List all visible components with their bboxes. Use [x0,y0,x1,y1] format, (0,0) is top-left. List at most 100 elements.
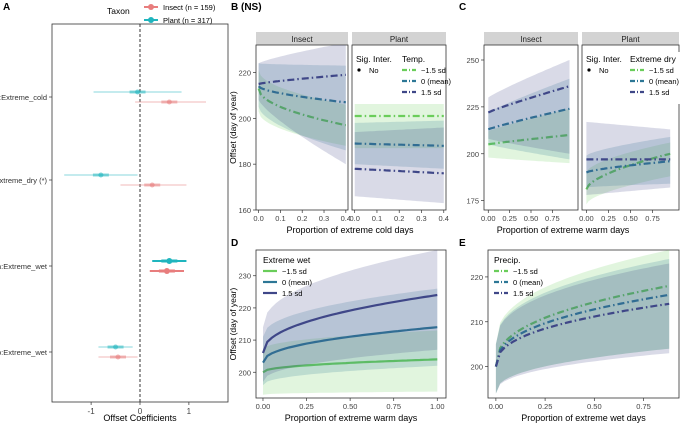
e-y-tick-label: 210 [470,318,483,327]
d-legend-label-1: 0 (mean) [282,278,313,287]
b-insect-x-tick-label: 0.2 [297,214,307,223]
c-plant-strip-label: Plant [621,35,640,44]
panel-label-c: C [459,2,466,13]
d-legend-label-0: −1.5 sd [282,267,307,276]
panel-d: D 0.00 0.25 0.50 0.75 1.00 200 210 220 230Offset … [228,238,447,423]
c-sig-title: Sig. Inter. [586,54,622,64]
panel-label-e: E [459,238,466,249]
c-insect-line-2 [487,85,570,114]
estimate-insect-3 [115,354,121,360]
e-x-tick-label: 0.25 [538,402,553,411]
d-y-tick-label: 230 [238,272,251,281]
b-plant-strip-label: Plant [390,35,409,44]
panel-c: C Insect 0.00 0.25 0.50 0.75 Plant 0.00 0.25 0.50… [459,2,681,235]
c-x-axis-title: Proportion of extreme warm days [497,225,630,235]
b-plant-x-tick-label: 0.1 [372,214,382,223]
b-plant-x-tick-label: 0.3 [416,214,426,223]
b-insect-line-2 [258,73,346,86]
estimate-insect-1 [149,182,155,188]
b-plant-ribbon-2 [354,127,444,204]
e-series [494,250,670,394]
e-ribbon-2 [495,263,670,394]
x-tick-label-a: -1 [88,407,96,416]
c-legend-bg [583,52,681,104]
b-insect-x-tick-label: 0.1 [275,214,285,223]
b-insect-line-1 [257,85,346,104]
b-legend-label-2: 1.5 sd [421,88,441,97]
c-insect-strip [484,32,578,45]
legend-title-taxon: Taxon [107,6,130,16]
c-insect-x-tick-label: 0.50 [524,214,539,223]
e-x-tick-label: 0.00 [489,402,504,411]
e-x-tick-label: 0.75 [636,402,651,411]
c-insect-x-tick-label: 0.00 [481,214,496,223]
b-plant-strip [352,32,446,45]
c-legend-label-2: 1.5 sd [649,88,669,97]
e-legend-title: Precip. [494,255,520,265]
b-plant-x-tick-label: 0.4 [439,214,449,223]
e-line-1 [494,293,670,367]
term-label-extreme-warm-extreme-wet: Extreme_warm:Extreme_wet [0,262,48,271]
b-legend-bg [353,52,445,104]
estimate-plant-1 [98,172,104,178]
panel-a: A -1 0 1 Offset Coefficients Taxon Insect (n =… [0,2,229,423]
c-sig-entry: No [599,66,609,75]
b-insect-strip-label: Insect [291,35,313,44]
estimate-insect-2 [163,268,170,274]
e-legend-label-1: 0 (mean) [513,278,544,287]
d-y-tick-label: 220 [238,304,251,313]
b-plant-x-tick-label: 0.0 [349,214,359,223]
c-legend-label-1: 0 (mean) [649,77,680,86]
b-insect-x-tick-label: 0.4 [341,214,351,223]
d-frame [255,249,447,399]
b-y-axis-title: Offset (day of year) [228,91,238,164]
c-insect-ribbon-1 [488,78,570,160]
panel-label-b: B (NS) [231,2,262,13]
b-legend-label-1: 0 (mean) [421,77,452,86]
d-series [261,250,438,395]
b-insect-ribbon-0 [258,70,346,146]
c-legend-label-0: −1.5 sd [649,66,674,75]
c-plant-x-tick-label: 0.25 [601,214,616,223]
c-insect-ribbon-0 [488,108,570,164]
d-y-tick-label: 200 [238,368,251,377]
e-legend-label-2: 1.5 sd [513,289,533,298]
b-insect-frame [255,44,349,211]
d-ribbon-2 [263,250,438,382]
e-y-tick-label: 200 [470,363,483,372]
c-plant-line-0 [585,152,671,190]
term-label-precip-extreme-wet: Precip:Extreme_wet [0,348,48,357]
term-label-extreme-warm-extreme-dry: Extreme_warm:Extreme_dry (*) [0,176,47,185]
d-y-axis-title: Offset (day of year) [228,288,238,361]
b-insect-ribbon-1 [258,63,346,151]
x-tick-label-a: 1 [187,407,192,416]
b-plant-series [354,90,444,204]
d-line-1 [262,326,438,364]
d-x-axis-title: Proportion of extreme warm days [285,413,418,423]
b-insect-ribbon-2 [258,45,346,165]
d-x-tick-label: 1.00 [430,402,445,411]
c-legend-title: Extreme dry [630,54,677,64]
d-x-tick-label: 0.00 [256,402,271,411]
b-plant-x-tick-label: 0.2 [394,214,404,223]
e-frame [487,249,680,399]
c-plant-x-tick-label: 0.75 [645,214,660,223]
e-y-tick-label: 220 [470,273,483,282]
c-y-tick-label: 250 [466,56,479,65]
d-legend-title: Extreme wet [263,255,311,265]
c-y-tick-label: 175 [466,197,479,206]
d-legend-label-2: 1.5 sd [282,289,302,298]
c-plant-series [585,121,671,205]
d-line-2 [261,293,438,354]
b-sig-entry: No [369,66,379,75]
b-insect-line-0 [257,88,347,127]
b-x-axis-title: Proportion of extreme cold days [286,225,414,235]
e-ribbon-1 [495,259,670,394]
e-x-tick-label: 0.50 [587,402,602,411]
panel-e: E 0.00 0.25 0.50 0.75 200 210 220 Proportion of … [459,238,680,423]
b-insect-x-tick-label: 0.3 [319,214,329,223]
c-insect-x-tick-label: 0.75 [545,214,560,223]
legend-key-point-1 [148,17,154,23]
e-ribbon-0 [495,250,670,394]
c-plant-ribbon-1 [586,136,671,188]
